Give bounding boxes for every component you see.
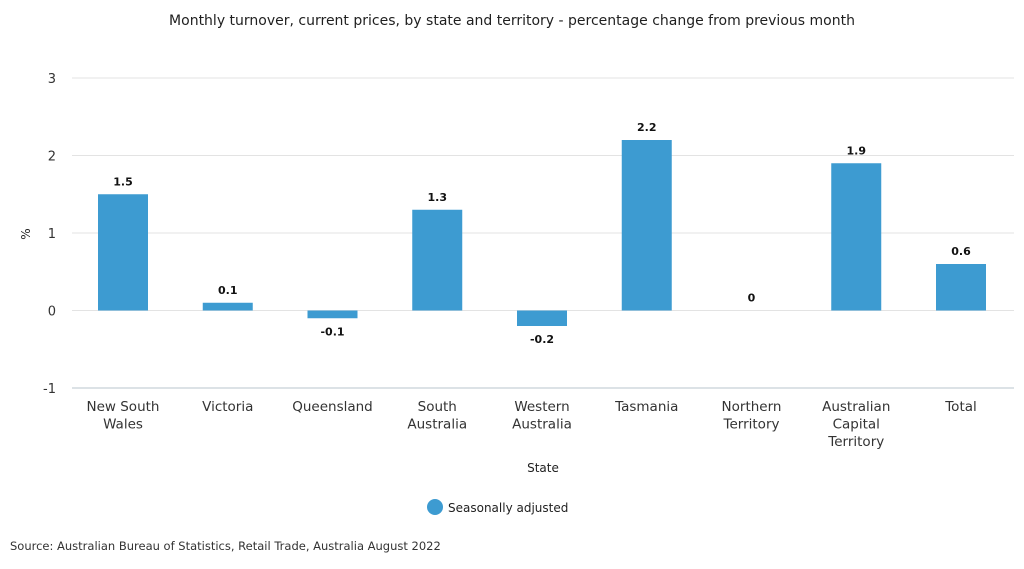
category-label-line: New South [87,399,160,415]
data-label: 0.6 [951,245,971,258]
x-axis-categories: New South Wales Victoria Queensland South Aus… [87,399,977,450]
bar [307,310,358,319]
data-label: 1.3 [428,191,448,204]
category-label: Queensland [292,399,373,415]
data-label: 2.2 [637,121,657,134]
category-label-line: Territory [827,434,884,450]
category-label-line: Victoria [202,399,253,415]
category-label: Northern Territory [722,399,782,433]
category-label-line: South [418,399,457,415]
data-label: 0 [748,292,756,305]
data-labels: 1.5 0.1 -0.1 1.3 -0.2 2.2 0 1.9 0.6 [113,121,971,346]
category-label: Total [944,399,977,415]
category-label: Australian Capital Territory [822,399,890,450]
chart-title: Monthly turnover, current prices, by sta… [169,13,855,29]
category-label-line: Queensland [292,399,373,415]
category-label-line: Australia [407,417,467,433]
category-label-line: Territory [723,417,780,433]
data-label: 0.1 [218,284,238,297]
bar [98,194,148,311]
data-label: -0.1 [320,325,344,338]
y-tick-label: 2 [48,150,56,165]
bar [936,264,986,311]
bar [202,302,253,311]
category-label: South Australia [407,399,467,433]
y-tick-label: 1 [48,227,56,242]
category-label: Victoria [202,399,253,415]
y-axis-title: % [19,228,33,239]
category-label-line: Western [514,399,569,415]
category-label-line: Tasmania [614,399,678,415]
bars [98,140,986,326]
legend-label[interactable]: Seasonally adjusted [448,501,568,515]
bar [831,163,882,311]
y-tick-label: 0 [48,305,56,320]
legend[interactable]: Seasonally adjusted [427,499,568,515]
category-label-line: Northern [722,399,782,415]
category-label-line: Australia [512,417,572,433]
category-label-line: Wales [103,417,143,433]
bar [621,140,672,311]
bar [412,209,463,311]
bar [517,310,567,326]
source-note: Source: Australian Bureau of Statistics,… [10,539,441,553]
data-label: 1.9 [847,144,867,157]
category-label-line: Australian [822,399,890,415]
data-label: -0.2 [530,333,554,346]
category-label: Western Australia [512,399,572,433]
category-label: New South Wales [87,399,160,433]
x-axis-title: State [527,461,559,475]
y-axis-ticks: 3 2 1 0 -1 [43,72,56,397]
y-tick-label: 3 [48,72,56,87]
data-label: 1.5 [113,175,133,188]
y-tick-label: -1 [43,382,56,397]
category-label: Tasmania [614,399,678,415]
category-label-line: Total [944,399,977,415]
category-label-line: Capital [833,417,880,433]
legend-swatch[interactable] [427,499,443,515]
